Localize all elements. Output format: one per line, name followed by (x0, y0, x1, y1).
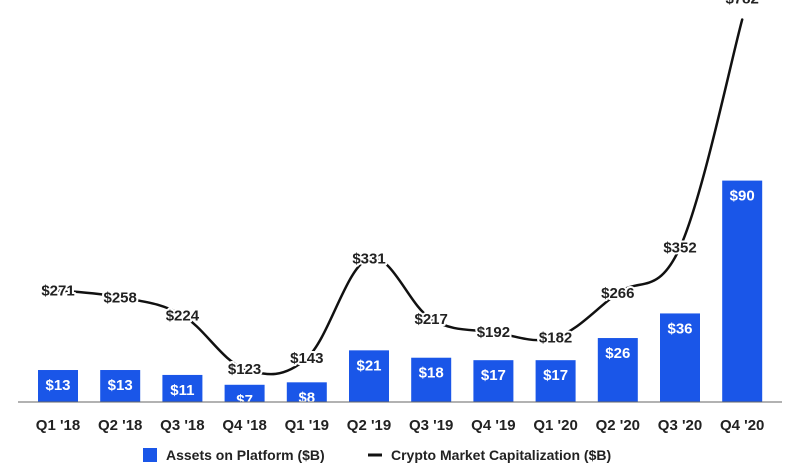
x-tick-label: Q2 '19 (347, 417, 391, 434)
bar-value-label: $7 (236, 392, 253, 409)
line-value-label: $224 (166, 307, 200, 324)
x-tick-label: Q4 '20 (720, 417, 764, 434)
line-value-label-halo: $217 (415, 311, 448, 328)
bar-value-label: $26 (605, 345, 630, 362)
x-tick-label: Q3 '18 (160, 417, 204, 434)
x-tick-label: Q1 '19 (285, 417, 329, 434)
bar-q4-19 (473, 360, 514, 402)
line-value-label: $258 (104, 289, 137, 306)
line-value-label: $182 (539, 330, 572, 347)
bar-q1-20 (535, 360, 576, 402)
bar-q3-18 (162, 374, 203, 402)
x-tick-label: Q2 '18 (98, 417, 142, 434)
bar-q2-20 (597, 338, 638, 402)
line-value-label-halo: $143 (290, 350, 323, 367)
bar-value-label: $11 (170, 382, 194, 399)
bar-value-label: $90 (730, 188, 755, 205)
bar-value-label: $21 (356, 357, 381, 374)
bar-value-label: $17 (481, 367, 506, 384)
bar-value-label: $8 (298, 389, 315, 406)
x-tick-labels: Q1 '18 Q2 '18 Q3 '18 Q4 '18 Q1 '19 Q2 '19 Q3 '… (36, 417, 765, 434)
line-value-label: $266 (601, 285, 634, 302)
legend: Assets on Platform ($B) Crypto Market Ca… (143, 447, 611, 463)
line-value-label-halo: $224 (166, 307, 200, 324)
line-value-label-halo: $123 (228, 361, 261, 378)
market-cap-line (56, 18, 744, 376)
bar-value-label: $17 (543, 367, 568, 384)
line-value-label: $192 (477, 324, 510, 341)
line-value-label: $217 (415, 311, 448, 328)
line-value-label-halo: $331 (352, 251, 385, 268)
bar-value-label: $18 (419, 365, 444, 382)
line-value-label: $143 (290, 350, 323, 367)
line-value-label: $352 (663, 239, 696, 256)
bar-q1-19 (286, 382, 327, 402)
legend-label-assets: Assets on Platform ($B) (166, 447, 325, 463)
line-value-label-halo: $258 (104, 289, 137, 306)
bar-q2-19 (349, 350, 389, 402)
bar-value-label: $36 (667, 320, 692, 337)
x-tick-label: Q3 '19 (409, 417, 453, 434)
line-value-label: $271 (41, 282, 74, 299)
bar-q4-20 (722, 180, 763, 402)
bar-q4-18 (224, 384, 265, 402)
x-tick-label: Q2 '20 (596, 417, 640, 434)
x-tick-label: Q4 '19 (471, 417, 515, 434)
legend-swatch-assets (143, 448, 157, 462)
line-value-label-halo: $182 (539, 330, 572, 347)
line-value-label-halo: $192 (477, 324, 510, 341)
bar-value-label: $13 (108, 377, 133, 394)
line-value-label-halo: $271 (41, 282, 74, 299)
x-tick-label: Q3 '20 (658, 417, 702, 434)
bar-value-label: $13 (45, 377, 70, 394)
bar-q3-19 (411, 357, 452, 402)
line-value-label-halo: $266 (601, 285, 634, 302)
line-value-label-halo: $352 (663, 239, 696, 256)
bar-q3-20 (660, 313, 700, 402)
x-tick-label: Q1 '20 (533, 417, 577, 434)
line-value-label-halo: $782 (726, 0, 759, 8)
line-value-label: $782 (726, 0, 759, 8)
bar-series: $13 $13 $11 $7 $8 $21 $18 $17 $17 $26 $36 $90 (38, 180, 763, 409)
line-value-label: $123 (228, 361, 261, 378)
x-tick-label: Q4 '18 (222, 417, 266, 434)
line-labels: $271$271 $258$258$224$224$123$123$143$143… (39, 0, 761, 380)
line-value-label: $331 (352, 251, 385, 268)
legend-label-market-cap: Crypto Market Capitalization ($B) (391, 447, 611, 463)
bar-q2-18 (100, 370, 141, 402)
x-tick-label: Q1 '18 (36, 417, 80, 434)
bar-q1-18 (38, 370, 78, 402)
